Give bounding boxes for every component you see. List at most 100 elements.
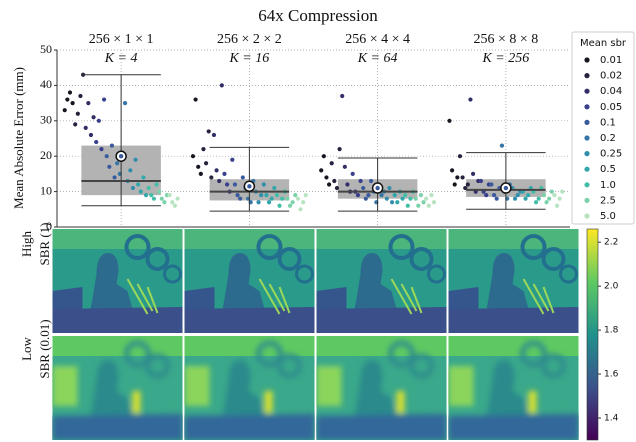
data-point <box>232 182 238 187</box>
data-point <box>151 196 157 201</box>
legend-title: Mean sbr <box>580 38 627 49</box>
data-point <box>88 132 94 138</box>
data-point <box>560 189 565 194</box>
legend-label: 0.02 <box>600 71 622 82</box>
data-point <box>143 193 149 198</box>
data-point <box>350 171 355 176</box>
data-point <box>274 193 280 198</box>
data-point <box>384 196 389 201</box>
colorbar-tick-label: 2.2 <box>604 238 618 248</box>
mean-marker-dot <box>503 185 509 191</box>
data-point <box>238 196 243 201</box>
data-point <box>193 97 198 102</box>
data-point <box>395 200 400 205</box>
data-point <box>326 182 332 187</box>
row-label: Low <box>19 336 34 360</box>
mean-marker-dot <box>118 154 124 159</box>
data-point <box>222 171 227 176</box>
data-point <box>449 168 455 173</box>
row-label-low: Low SBR (0.01) <box>19 319 52 378</box>
legend-marker <box>584 104 590 110</box>
data-point <box>261 182 266 187</box>
row-label: SBR (0.01) <box>37 319 52 378</box>
data-point <box>107 164 112 169</box>
data-point <box>345 182 350 187</box>
legend-label: 0.04 <box>600 86 622 97</box>
data-point <box>136 182 141 187</box>
data-point <box>484 193 489 198</box>
data-point <box>256 200 261 205</box>
data-point <box>526 193 531 198</box>
data-point <box>138 189 143 194</box>
legend-label: 2.5 <box>600 195 616 206</box>
colorbar-tick-label: 1.8 <box>604 326 619 336</box>
y-tick-label: 0 <box>46 219 52 233</box>
data-point <box>478 178 484 184</box>
data-point <box>196 164 201 169</box>
panel-subtitle: K = 4 <box>104 51 138 66</box>
data-point <box>298 207 303 212</box>
data-point <box>431 200 437 205</box>
data-point <box>363 196 368 201</box>
data-point <box>361 185 366 191</box>
legend-marker <box>584 151 590 157</box>
figure-title: 64x Compression <box>258 6 378 25</box>
data-point <box>379 193 384 198</box>
depth-image <box>185 336 315 440</box>
data-point <box>303 193 308 198</box>
data-point <box>266 200 272 205</box>
data-point <box>277 203 282 208</box>
y-tick-label: 40 <box>40 77 52 91</box>
data-point <box>301 200 306 205</box>
data-point <box>280 196 285 201</box>
mean-marker-dot <box>375 185 380 191</box>
data-point <box>290 200 295 205</box>
data-point <box>465 182 470 187</box>
data-point <box>355 193 361 198</box>
data-point <box>157 189 162 194</box>
legend-label: 0.2 <box>600 133 616 144</box>
legend-label: 5.0 <box>600 211 616 222</box>
depth-image <box>317 336 447 440</box>
y-tick-label: 50 <box>40 42 52 56</box>
depth-image <box>317 229 447 333</box>
data-point <box>104 154 109 159</box>
data-point <box>217 178 222 184</box>
data-point <box>295 196 301 201</box>
legend-label: 0.1 <box>600 117 616 128</box>
data-point <box>203 161 209 166</box>
data-point <box>201 147 206 152</box>
legend-marker <box>584 88 590 94</box>
y-axis-label: Mean Absolute Error (mm) <box>11 67 26 209</box>
data-point <box>421 200 426 205</box>
data-point <box>91 115 96 120</box>
data-point <box>549 189 554 194</box>
legend-marker <box>584 182 590 188</box>
panel-subtitle: K = 64 <box>357 51 398 66</box>
data-point <box>342 164 347 169</box>
data-point <box>167 193 172 198</box>
data-point <box>512 196 518 201</box>
data-point <box>269 196 274 201</box>
data-point <box>557 196 562 201</box>
data-point <box>293 193 298 198</box>
data-point <box>214 168 219 173</box>
data-point <box>494 196 499 201</box>
data-point <box>211 132 217 138</box>
depth-image <box>53 336 183 440</box>
data-point <box>457 154 463 159</box>
data-point <box>368 178 374 184</box>
legend-marker <box>584 73 590 79</box>
data-point <box>230 157 235 162</box>
data-point <box>400 196 405 201</box>
row-label: SBR (1) <box>37 223 52 266</box>
data-point <box>65 97 70 102</box>
data-point <box>101 97 107 102</box>
data-point <box>334 185 340 191</box>
data-point <box>541 193 547 198</box>
legend-label: 0.05 <box>600 102 622 113</box>
row-label-high: High SBR (1) <box>19 223 52 266</box>
data-point <box>455 175 460 180</box>
